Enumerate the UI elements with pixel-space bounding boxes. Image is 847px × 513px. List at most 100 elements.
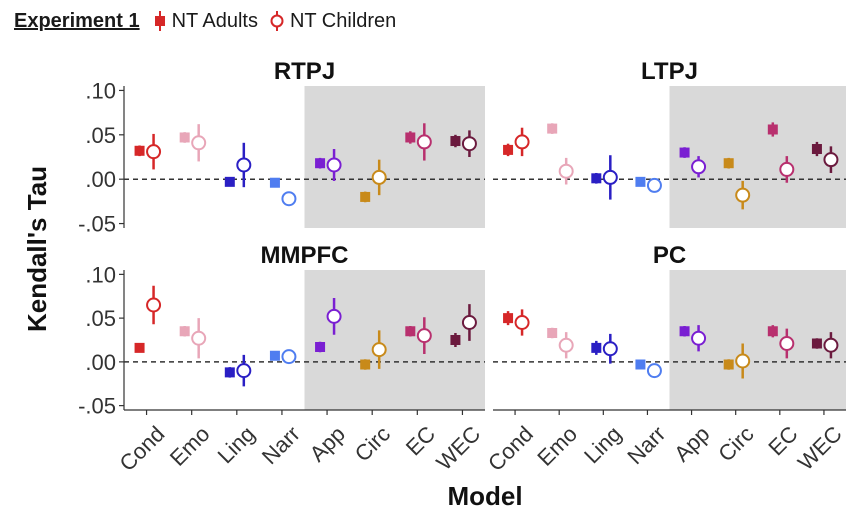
y-axis-title: Kendall's Tau: [22, 166, 52, 332]
adult-point: [591, 173, 602, 184]
adult-point: [450, 335, 461, 345]
child-point: [461, 315, 477, 330]
child-point: [823, 337, 839, 353]
adult-point: [767, 326, 778, 337]
child-point: [146, 297, 162, 313]
legend-item-adults: NT Adults: [154, 10, 258, 33]
adult-point: [767, 124, 778, 135]
adult-point: [315, 342, 326, 352]
child-point: [416, 328, 432, 344]
legend-label-adults: NT Adults: [171, 9, 258, 32]
child-point: [416, 134, 432, 150]
shaded-region: [304, 86, 485, 228]
y-tick-label: .00: [85, 350, 116, 375]
child-point: [823, 152, 839, 168]
x-tick-label: Emo: [165, 421, 215, 471]
legend: Experiment 1 NT Adults NT Children: [14, 6, 408, 36]
adult-point: [547, 328, 558, 338]
legend-label-children: NT Children: [289, 9, 397, 32]
adult-point: [405, 132, 416, 143]
x-tick-label: Narr: [622, 421, 670, 469]
child-point: [236, 157, 252, 173]
adult-point: [723, 158, 734, 169]
x-tick-label: App: [669, 421, 714, 466]
child-point: [779, 161, 795, 177]
adult-point: [635, 359, 646, 370]
y-tick-label: -.05: [78, 212, 116, 237]
child-point: [646, 363, 662, 379]
adult-point: [811, 144, 822, 155]
x-tick-label: Circ: [350, 421, 395, 466]
child-point: [236, 363, 252, 379]
child-point: [514, 134, 530, 150]
adult-point: [811, 338, 822, 349]
adult-point: [591, 342, 602, 353]
adult-point: [635, 176, 646, 187]
adult-point: [315, 158, 326, 169]
child-point: [281, 191, 297, 207]
adult-point: [179, 326, 190, 337]
child-point: [558, 337, 574, 353]
adult-point: [450, 136, 461, 147]
child-point: [326, 157, 342, 173]
x-tick-label: WEC: [431, 421, 485, 475]
child-point: [646, 177, 662, 193]
child-point: [191, 135, 207, 151]
adult-point: [405, 326, 416, 337]
y-tick-label: .05: [85, 123, 116, 148]
adult-point: [360, 359, 371, 370]
adult-point: [360, 191, 371, 202]
shaded-region: [669, 86, 846, 228]
child-point: [371, 342, 387, 358]
adult-point: [269, 350, 280, 361]
child-point: [735, 353, 751, 369]
adult-point: [269, 177, 280, 188]
adult-point: [547, 123, 558, 134]
y-tick-label: .00: [85, 167, 116, 192]
adult-point: [679, 326, 690, 337]
adult-point: [224, 367, 235, 378]
child-point: [735, 187, 751, 203]
child-point: [281, 349, 297, 365]
x-axis-title: Model: [447, 481, 522, 511]
child-point: [602, 169, 618, 185]
panel-title: LTPJ: [641, 58, 698, 85]
child-point: [514, 315, 530, 330]
child-point: [371, 169, 387, 185]
legend-experiment-title: Experiment 1: [14, 9, 140, 32]
child-point: [558, 163, 574, 179]
child-point: [461, 136, 477, 152]
adult-point: [134, 145, 145, 156]
child-point: [779, 336, 795, 351]
x-tick-label: WEC: [793, 421, 847, 475]
child-point: [326, 308, 342, 324]
legend-item-children: NT Children: [270, 10, 396, 33]
filled-square-marker-icon: [154, 11, 165, 31]
child-point: [146, 144, 162, 160]
x-tick-label: App: [305, 421, 350, 466]
y-tick-label: .05: [85, 306, 116, 331]
x-tick-label: Narr: [257, 421, 305, 469]
open-circle-marker-icon: [270, 11, 284, 31]
y-tick-label: .10: [85, 78, 116, 103]
adult-point: [503, 144, 514, 155]
y-tick-label: .10: [85, 262, 116, 287]
y-tick-label: -.05: [78, 394, 116, 419]
child-point: [191, 330, 207, 346]
x-tick-label: Ling: [579, 421, 626, 468]
adult-point: [503, 313, 514, 324]
adult-point: [179, 132, 190, 143]
adult-point: [134, 342, 145, 353]
panel-title: PC: [653, 242, 686, 269]
panel-title: RTPJ: [274, 58, 335, 85]
x-tick-label: Cond: [115, 421, 170, 476]
child-point: [691, 159, 707, 175]
x-tick-label: Cond: [483, 421, 538, 476]
x-tick-label: Circ: [713, 421, 758, 466]
x-tick-label: Emo: [532, 421, 582, 471]
child-point: [602, 341, 618, 357]
x-tick-label: Ling: [213, 421, 260, 468]
adult-point: [224, 176, 235, 187]
panel-title: MMPFC: [261, 242, 349, 269]
